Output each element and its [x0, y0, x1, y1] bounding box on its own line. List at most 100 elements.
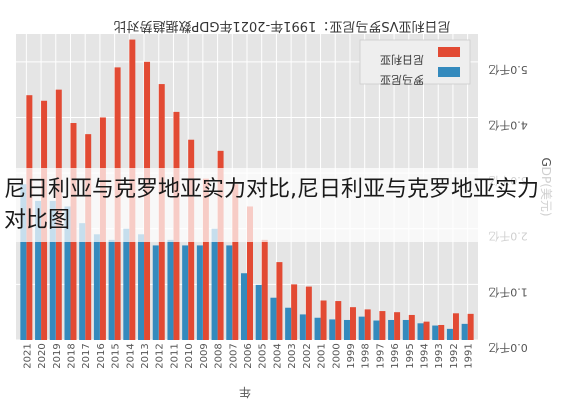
- bar-nigeria-2007: [232, 184, 239, 340]
- bar-romania-1999: [343, 319, 350, 340]
- x-tick-group: 1993: [434, 343, 445, 368]
- x-tick-label: 2004: [272, 343, 283, 368]
- bar-nigeria-2008: [217, 150, 224, 340]
- bar-romania-1991: [461, 323, 468, 340]
- y-tick-label: 5.0千亿: [488, 63, 528, 76]
- x-tick-label: 2005: [258, 343, 269, 368]
- x-tick-label: 2020: [37, 343, 48, 368]
- x-tick-group: 2011: [169, 343, 180, 368]
- x-tick-label: 2021: [22, 343, 33, 368]
- bar-romania-2020: [35, 200, 42, 340]
- chart-title-group: 尼日利亚VS罗马尼亚：1991年-2021年GDP数据趋势对比: [114, 18, 451, 34]
- bar-nigeria-2001: [320, 300, 327, 340]
- x-tick-group: 2008: [214, 343, 225, 368]
- legend-label-romania: 罗马尼亚: [380, 73, 424, 86]
- chart-title: 尼日利亚VS罗马尼亚：1991年-2021年GDP数据趋势对比: [114, 18, 451, 34]
- overlay-caption: 尼日利亚与克罗地亚实力对比,尼日利亚与克罗地亚实力对比图: [0, 168, 564, 242]
- x-tick-label: 2001: [317, 343, 328, 368]
- x-tick-group: 2016: [96, 343, 107, 368]
- x-tick-label: 1997: [375, 343, 386, 368]
- x-tick-label: 2015: [111, 343, 122, 368]
- x-tick-group: 1995: [405, 343, 416, 368]
- bar-romania-2002: [299, 314, 306, 340]
- bar-romania-2015: [108, 239, 115, 340]
- bar-nigeria-2006: [247, 206, 253, 340]
- bar-romania-2007: [226, 245, 233, 340]
- bar-romania-1995: [402, 319, 409, 340]
- x-tick-group: 2020: [37, 343, 48, 368]
- x-tick-label: 2018: [66, 343, 77, 368]
- bar-romania-1993: [432, 325, 439, 340]
- x-tick-group: 2006: [243, 343, 254, 368]
- legend-label-nigeria: 尼日利亚: [380, 53, 424, 66]
- x-tick-label: 2017: [81, 343, 92, 368]
- x-tick-group: 2017: [81, 343, 92, 368]
- x-tick-label: 2013: [140, 343, 151, 368]
- x-tick-label: 2019: [52, 343, 63, 368]
- legend-swatch-romania: [438, 67, 460, 77]
- bar-romania-2006: [241, 273, 247, 340]
- bar-nigeria-1996: [394, 312, 401, 340]
- x-tick-group: 2009: [199, 343, 210, 368]
- legend-label-nigeria-group: 尼日利亚: [380, 53, 424, 66]
- x-tick-group: 2012: [155, 343, 166, 368]
- x-tick-label: 2011: [169, 343, 180, 368]
- bar-romania-2001: [314, 317, 321, 340]
- x-tick-group: 2002: [302, 343, 313, 368]
- x-tick-group: 2014: [125, 343, 136, 368]
- x-tick-group: 1998: [361, 343, 372, 368]
- x-tick-label: 1995: [405, 343, 416, 368]
- x-tick-label: 2002: [302, 343, 313, 368]
- bar-romania-2017: [79, 223, 86, 340]
- bar-romania-2014: [123, 228, 130, 340]
- bar-nigeria-2005: [261, 239, 268, 340]
- y-tick-group: 0.0千亿: [488, 341, 528, 354]
- bar-romania-2008: [211, 228, 218, 340]
- x-axis-label: 年: [239, 385, 251, 399]
- x-tick-label: 1993: [434, 343, 445, 368]
- bar-nigeria-1998: [364, 309, 371, 340]
- bar-nigeria-1992: [452, 313, 459, 340]
- x-tick-group: 2000: [331, 343, 342, 368]
- y-tick-label: 0.0千亿: [488, 341, 528, 354]
- legend-swatch-nigeria: [438, 47, 460, 57]
- bar-nigeria-1993: [438, 324, 445, 340]
- x-tick-group: 2005: [258, 343, 269, 368]
- bar-romania-2004: [270, 297, 277, 340]
- bar-romania-1996: [388, 319, 395, 340]
- y-tick-group: 4.0千亿: [488, 118, 528, 131]
- bar-romania-1994: [417, 323, 424, 340]
- y-tick-label: 4.0千亿: [488, 118, 528, 131]
- bar-romania-2019: [49, 200, 56, 340]
- bar-romania-2016: [93, 234, 100, 340]
- bar-romania-2005: [255, 284, 262, 340]
- x-tick-label: 2000: [331, 343, 342, 368]
- bar-nigeria-1995: [408, 314, 415, 340]
- bar-romania-2003: [285, 307, 292, 340]
- legend: 尼日利亚 罗马尼亚: [359, 39, 471, 86]
- x-tick-label: 2010: [184, 343, 195, 368]
- bar-nigeria-2009: [202, 178, 209, 340]
- bar-romania-2010: [182, 245, 189, 340]
- x-tick-group: 2015: [111, 343, 122, 368]
- bar-nigeria-1994: [423, 321, 430, 340]
- x-tick-label: 2012: [155, 343, 166, 368]
- x-axis-label-group: 年: [239, 385, 251, 399]
- x-tick-group: 1991: [464, 343, 475, 368]
- bar-romania-1997: [373, 320, 380, 340]
- bar-nigeria-1999: [349, 307, 356, 340]
- x-tick-label: 1994: [420, 343, 431, 368]
- x-tick-label: 1999: [346, 343, 357, 368]
- x-tick-label: 2006: [243, 343, 254, 368]
- x-tick-layer: 2021 2020 2019 2018 2017 2016 2015 2014 2013 2012…: [22, 343, 474, 368]
- bar-romania-1992: [446, 328, 453, 340]
- y-tick-group: 1.0千亿: [488, 285, 528, 298]
- bar-romania-2021: [20, 184, 27, 340]
- x-tick-group: 1997: [375, 343, 386, 368]
- bar-nigeria-2002: [305, 286, 312, 340]
- x-tick-group: 2004: [272, 343, 283, 368]
- bar-nigeria-2003: [291, 284, 298, 340]
- bar-romania-2013: [138, 234, 145, 340]
- x-tick-label: 2007: [228, 343, 239, 368]
- x-tick-group: 2010: [184, 343, 195, 368]
